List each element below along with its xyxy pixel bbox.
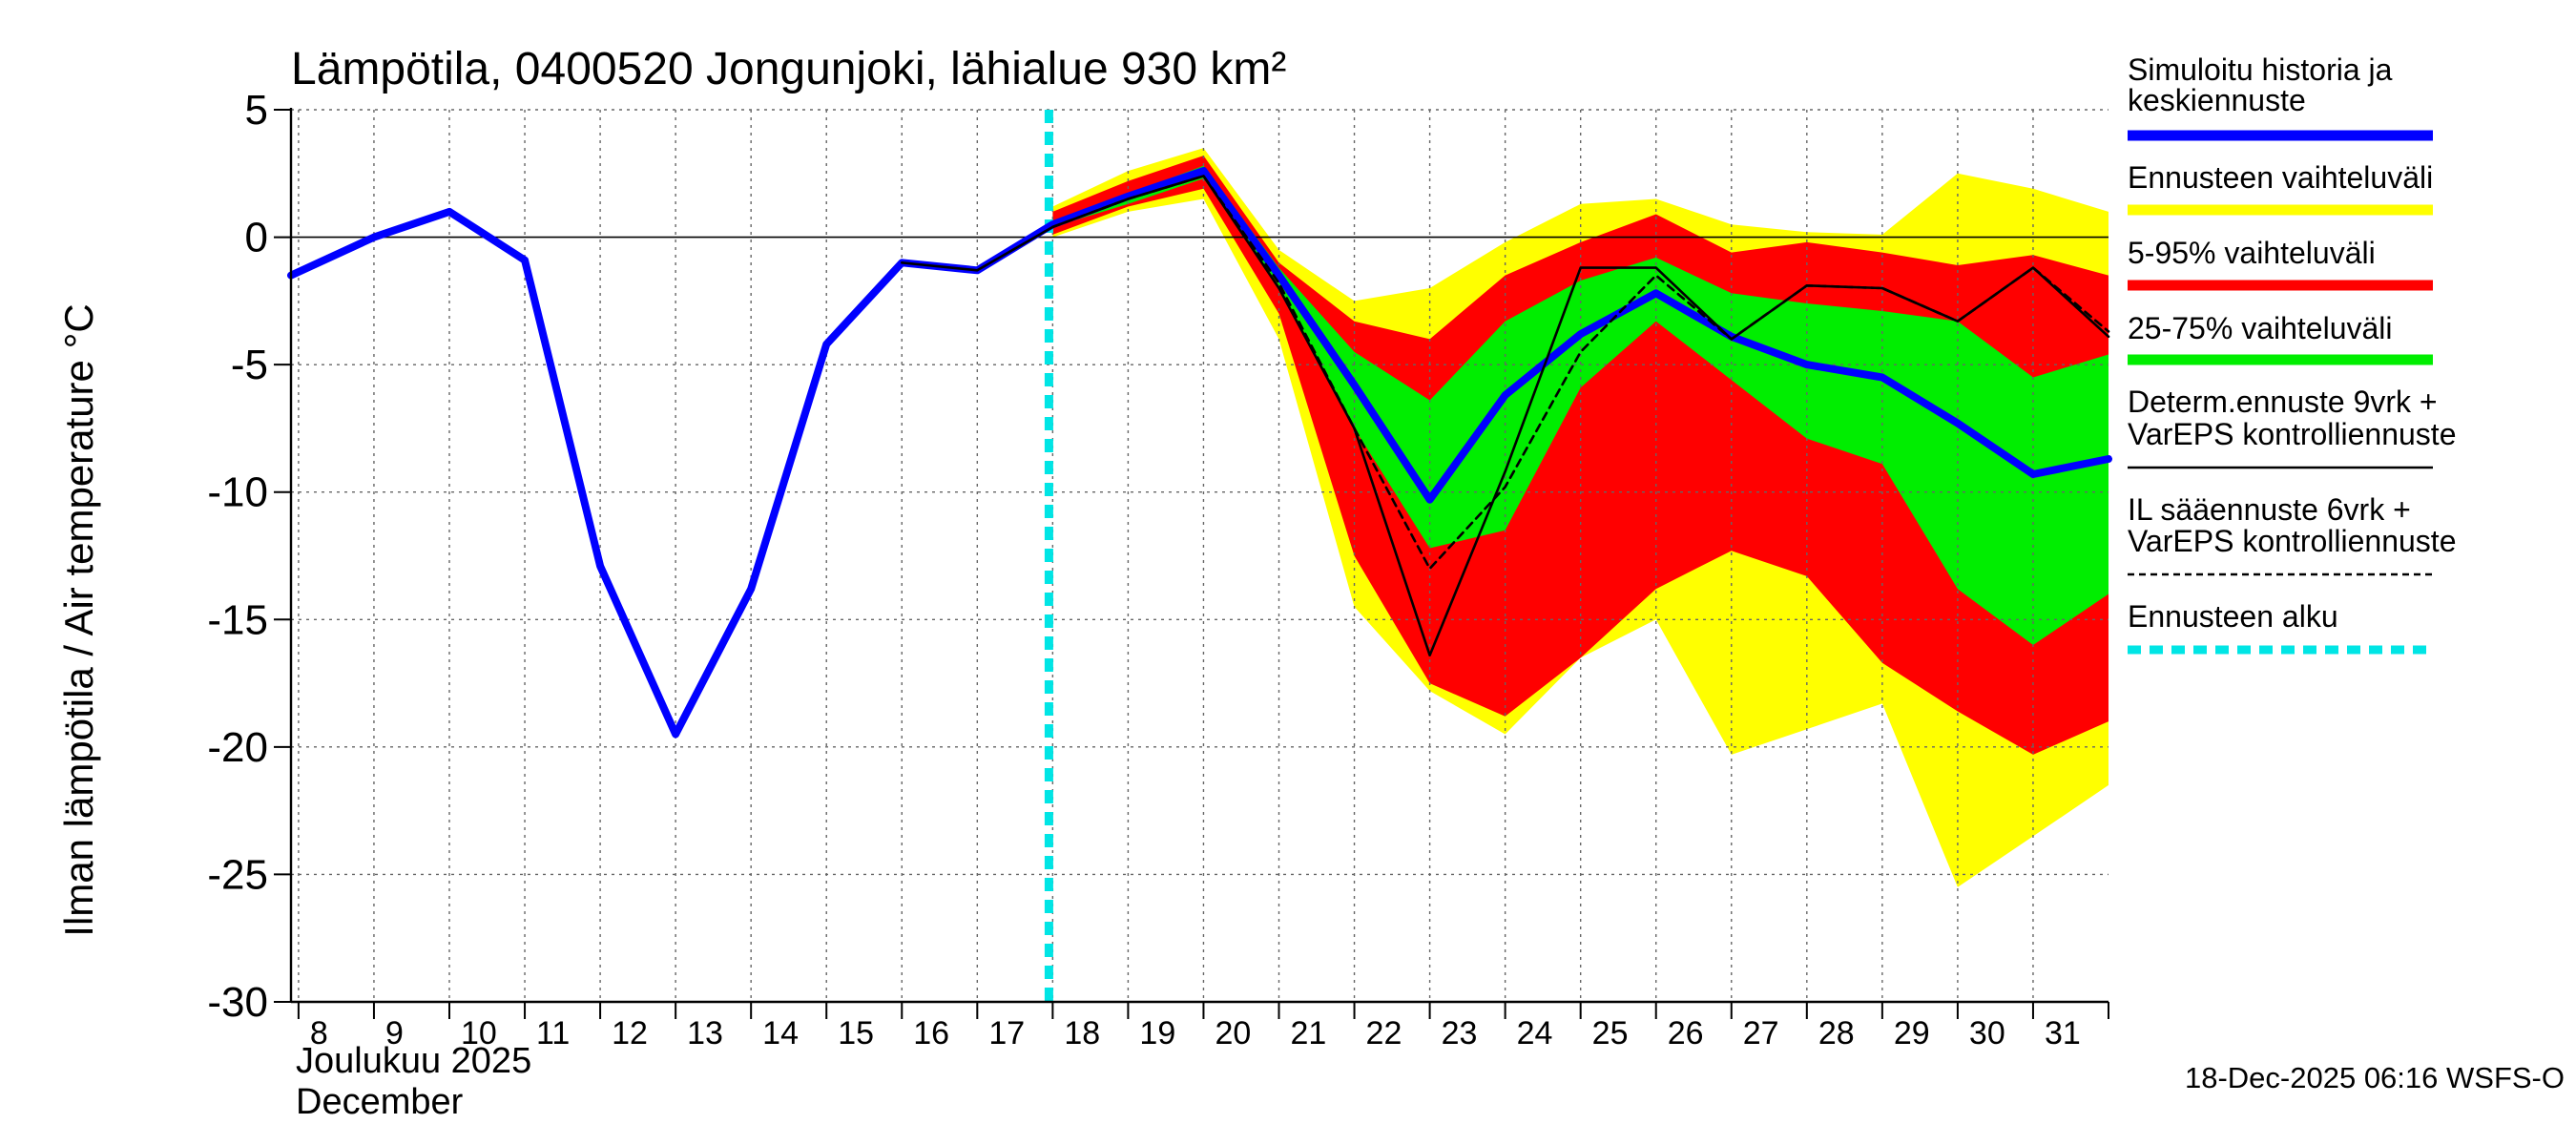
mean-forecast-line (287, 167, 2112, 739)
x-tick-label: 31 (2045, 1015, 2081, 1051)
x-tick-label: 23 (1442, 1015, 1478, 1051)
legend-label: Ennusteen alku (2128, 599, 2338, 634)
x-tick-label: 16 (913, 1015, 949, 1051)
y-tick-label: 0 (245, 215, 268, 261)
il-forecast-line (1051, 175, 2110, 571)
x-tick-label: 17 (988, 1015, 1025, 1051)
series-lines (287, 110, 2112, 1002)
x-tick-label: 13 (687, 1015, 723, 1051)
x-tick-label: 24 (1517, 1015, 1553, 1051)
band-2 (1052, 165, 2109, 646)
legend-label: IL sääennuste 6vrk + (2128, 492, 2411, 527)
legend-label: 25-75% vaihteluväli (2128, 311, 2393, 345)
x-axis-label-en: December (296, 1082, 464, 1122)
x-tick-label: 19 (1139, 1015, 1175, 1051)
legend-label: VarEPS kontrolliennuste (2128, 417, 2456, 451)
x-tick-label: 14 (762, 1015, 799, 1051)
legend-label: Ennusteen vaihteluväli (2128, 160, 2433, 195)
y-tick-label: -10 (207, 469, 268, 516)
y-tick-label: -30 (207, 979, 268, 1026)
y-tick-label: -20 (207, 724, 268, 771)
x-tick-label: 25 (1592, 1015, 1629, 1051)
x-tick-label: 11 (536, 1015, 570, 1051)
legend-label: Determ.ennuste 9vrk + (2128, 385, 2438, 419)
x-tick-label: 21 (1290, 1015, 1326, 1051)
plot-frame (274, 108, 2109, 1019)
y-tick-label: 5 (245, 87, 268, 134)
grid-lines (291, 109, 2109, 1002)
y-tick-label: -15 (207, 596, 268, 643)
y-axis-label: Ilman lämpötila / Air temperature °C (56, 303, 101, 936)
chart-title: Lämpötila, 0400520 Jongunjoki, lähialue … (291, 44, 1286, 94)
x-tick-label: 22 (1366, 1015, 1402, 1051)
legend-label: keskiennuste (2128, 83, 2306, 117)
legend-label: 5-95% vaihteluväli (2128, 236, 2376, 270)
legend-label: VarEPS kontrolliennuste (2128, 524, 2456, 558)
y-tick-label: -5 (231, 342, 268, 388)
y-tick-label: -25 (207, 851, 268, 898)
x-tick-label: 30 (1969, 1015, 2005, 1051)
x-tick-label: 8 (310, 1015, 328, 1051)
x-tick-label: 29 (1894, 1015, 1930, 1051)
x-axis-label-fi: Joulukuu 2025 (296, 1041, 531, 1081)
x-tick-label: 12 (612, 1015, 648, 1051)
x-tick-label: 18 (1064, 1015, 1100, 1051)
axis-labels: Lämpötila, 0400520 Jongunjoki, lähialue … (56, 44, 2565, 1122)
legend-label: Simuloitu historia ja (2128, 52, 2393, 87)
timestamp-footer: 18-Dec-2025 06:16 WSFS-O (2185, 1061, 2565, 1094)
x-tick-label: 9 (385, 1015, 404, 1051)
x-tick-label: 10 (461, 1015, 497, 1051)
x-tick-label: 20 (1215, 1015, 1251, 1051)
x-tick-label: 27 (1743, 1015, 1779, 1051)
x-tick-label: 28 (1818, 1015, 1855, 1051)
x-tick-label: 15 (838, 1015, 874, 1051)
x-tick-label: 26 (1668, 1015, 1704, 1051)
